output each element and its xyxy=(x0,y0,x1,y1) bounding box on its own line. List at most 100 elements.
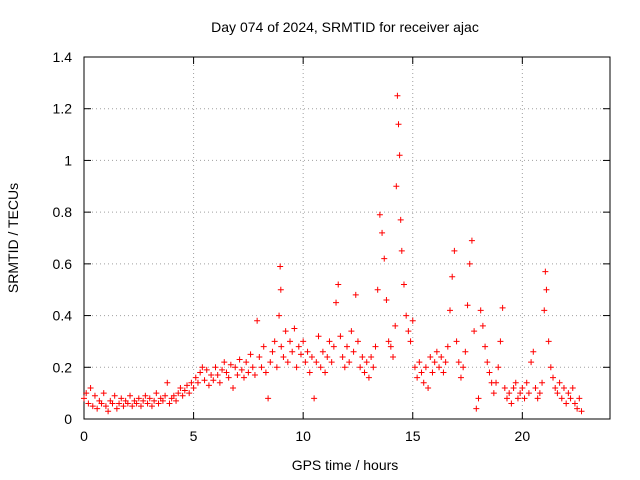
data-point xyxy=(258,364,265,371)
data-point xyxy=(363,359,370,366)
y-tick-label: 0.8 xyxy=(53,204,73,220)
data-point xyxy=(328,359,335,366)
data-point xyxy=(227,361,234,368)
data-point xyxy=(162,392,169,399)
data-point xyxy=(208,372,215,379)
data-point xyxy=(431,359,438,366)
data-point xyxy=(392,322,399,329)
data-point xyxy=(124,400,131,407)
x-axis-label: GPS time / hours xyxy=(292,457,399,473)
data-point xyxy=(460,364,467,371)
data-point xyxy=(319,348,326,355)
data-point xyxy=(414,374,421,381)
data-point xyxy=(523,379,530,386)
data-point xyxy=(232,364,239,371)
data-point xyxy=(565,390,572,397)
data-point xyxy=(89,403,96,410)
x-tick-label: 10 xyxy=(295,428,311,444)
data-point xyxy=(440,369,447,376)
data-point xyxy=(464,302,471,309)
data-point xyxy=(87,384,94,391)
axis-ticks: 0 0.2 0.4 0.6 0.8 1 1.2 1.4 0 5 10 15 20 xyxy=(53,49,610,444)
data-point xyxy=(405,328,412,335)
data-point xyxy=(372,343,379,350)
data-point xyxy=(532,384,539,391)
data-point xyxy=(265,395,272,402)
data-point xyxy=(175,390,182,397)
y-tick-label: 0.6 xyxy=(53,256,73,272)
data-point xyxy=(140,397,147,404)
data-point xyxy=(484,359,491,366)
data-point xyxy=(418,369,425,376)
data-point xyxy=(499,304,506,311)
data-point xyxy=(302,359,309,366)
data-point xyxy=(550,374,557,381)
data-point xyxy=(556,379,563,386)
data-point xyxy=(170,392,177,399)
data-point xyxy=(376,211,383,218)
data-point xyxy=(326,338,333,345)
data-point xyxy=(482,343,489,350)
data-point xyxy=(333,299,340,306)
data-point xyxy=(282,328,289,335)
data-point xyxy=(300,338,307,345)
data-point xyxy=(569,384,576,391)
data-point xyxy=(271,338,278,345)
data-point xyxy=(203,366,210,373)
data-point xyxy=(221,359,228,366)
data-point xyxy=(315,333,322,340)
data-point xyxy=(254,317,261,324)
data-point xyxy=(517,390,524,397)
data-point xyxy=(433,348,440,355)
data-point xyxy=(411,364,418,371)
data-point xyxy=(576,395,583,402)
data-point xyxy=(118,395,125,402)
data-point xyxy=(495,364,502,371)
data-point xyxy=(240,374,247,381)
data-point xyxy=(436,364,443,371)
data-point xyxy=(578,408,585,415)
data-point xyxy=(503,395,510,402)
data-point xyxy=(251,372,258,379)
data-point xyxy=(539,379,546,386)
data-point xyxy=(256,353,263,360)
data-point xyxy=(409,317,416,324)
x-tick-label: 0 xyxy=(80,428,88,444)
data-point xyxy=(260,343,267,350)
data-point xyxy=(558,395,565,402)
data-point xyxy=(403,312,410,319)
data-point xyxy=(466,260,473,267)
x-tick-label: 20 xyxy=(515,428,531,444)
data-point xyxy=(359,353,366,360)
data-point xyxy=(94,405,101,412)
data-point xyxy=(177,384,184,391)
data-point xyxy=(230,384,237,391)
data-point xyxy=(477,307,484,314)
data-point xyxy=(501,384,508,391)
y-tick-label: 1.2 xyxy=(53,101,73,117)
data-point xyxy=(166,400,173,407)
data-point xyxy=(269,348,276,355)
data-point xyxy=(420,379,427,386)
data-point xyxy=(416,359,423,366)
data-point xyxy=(335,281,342,288)
data-point xyxy=(471,328,478,335)
y-axis-label: SRMTID / TECUs xyxy=(5,183,21,293)
data-point xyxy=(210,377,217,384)
data-point xyxy=(442,359,449,366)
data-point xyxy=(85,400,92,407)
data-point xyxy=(383,297,390,304)
data-point xyxy=(534,395,541,402)
plot-frame xyxy=(83,56,611,420)
data-point xyxy=(144,400,151,407)
y-tick-label: 0 xyxy=(64,411,72,427)
data-point xyxy=(365,374,372,381)
data-point xyxy=(337,333,344,340)
data-point xyxy=(348,328,355,335)
data-point xyxy=(453,338,460,345)
data-point xyxy=(350,348,357,355)
data-point xyxy=(280,353,287,360)
data-point xyxy=(142,392,149,399)
data-point xyxy=(473,405,480,412)
